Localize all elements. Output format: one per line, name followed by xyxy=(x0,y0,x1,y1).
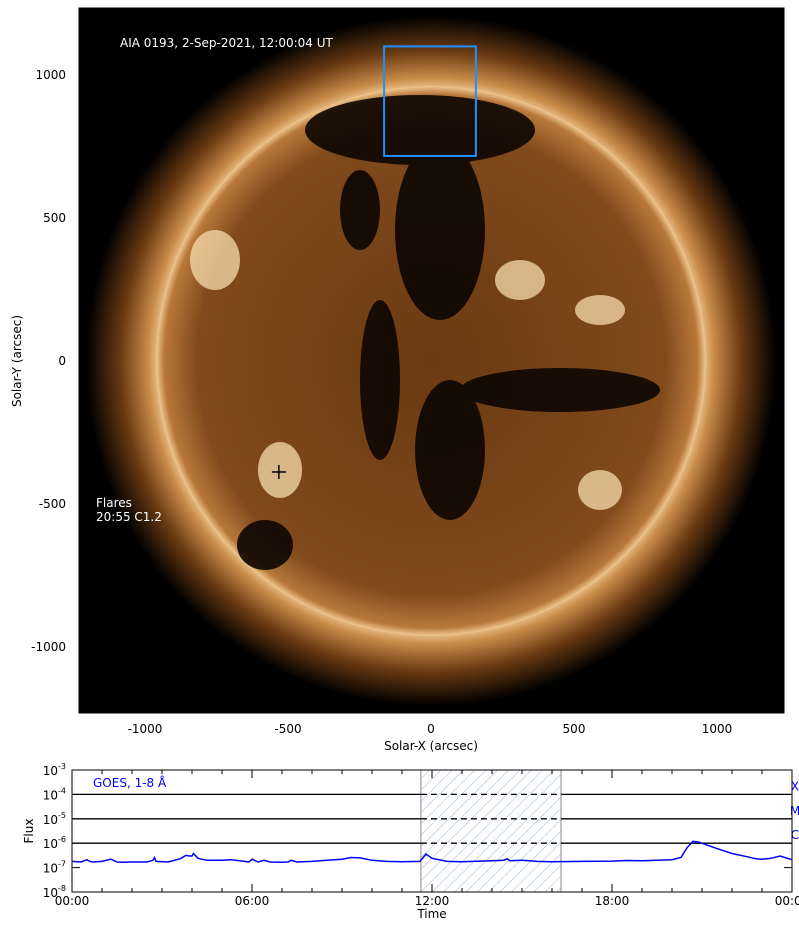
class-label: M xyxy=(790,804,799,818)
flux-tick-label: 10-7 xyxy=(43,860,66,876)
flux-tick-label: 10-5 xyxy=(43,811,66,827)
time-tick-label: 00:00 xyxy=(775,894,799,908)
legend-label: GOES, 1-8 Å xyxy=(93,775,167,790)
flux-tick-label: 10-3 xyxy=(43,762,66,778)
flares-heading: Flares xyxy=(96,496,132,510)
solar-image-panel: AIA 0193, 2-Sep-2021, 12:00:04 UT Flares… xyxy=(10,7,785,753)
image-title: AIA 0193, 2-Sep-2021, 12:00:04 UT xyxy=(120,36,334,50)
class-label: X xyxy=(791,779,799,793)
y-tick-label: 0 xyxy=(58,354,66,368)
class-lines: XMC xyxy=(72,779,799,844)
highlight-box xyxy=(383,45,477,157)
goes-axes: 00:00 06:00 12:00 18:00 00:00 10-3 10-4 10-5 10-… xyxy=(43,762,799,908)
flare-marker-icon xyxy=(271,464,286,479)
class-label: C xyxy=(791,828,799,842)
y-tick-label: -1000 xyxy=(31,640,66,654)
y-tick-label: -500 xyxy=(39,497,66,511)
time-tick-label: 00:00 xyxy=(55,894,90,908)
time-tick-label: 18:00 xyxy=(595,894,630,908)
time-tick-label: 06:00 xyxy=(235,894,270,908)
x-tick-label: 0 xyxy=(427,722,435,736)
x-tick-label: 1000 xyxy=(702,722,733,736)
time-tick-label: 12:00 xyxy=(415,894,450,908)
flux-axis-label: Flux xyxy=(22,819,36,844)
active-regions xyxy=(190,230,625,510)
x-tick-label: -1000 xyxy=(128,722,163,736)
time-axis-label: Time xyxy=(416,907,446,921)
coronal-holes xyxy=(237,95,660,570)
y-tick-label: 500 xyxy=(43,211,66,225)
goes-panel: XMC 00:00 06:00 12:00 18:00 00:00 10-3 10-4 10-… xyxy=(22,762,799,921)
x-axis-label: Solar-X (arcsec) xyxy=(384,739,478,753)
shaded-interval xyxy=(420,769,562,893)
x-tick-label: -500 xyxy=(274,722,301,736)
flux-tick-label: 10-8 xyxy=(43,884,66,900)
y-axis-label: Solar-Y (arcsec) xyxy=(10,315,24,407)
flux-tick-label: 10-4 xyxy=(43,786,66,802)
x-tick-label: 500 xyxy=(563,722,586,736)
image-axes: -1000 -500 0 500 1000 1000 500 0 -500 -1000 xyxy=(31,8,784,736)
solar-disk xyxy=(156,86,706,636)
flux-tick-label: 10-6 xyxy=(43,835,66,851)
flare-entry: 20:55 C1.2 xyxy=(96,510,162,524)
y-tick-label: 1000 xyxy=(35,68,66,82)
sun-image xyxy=(86,16,776,706)
goes-flux-line xyxy=(71,840,793,864)
